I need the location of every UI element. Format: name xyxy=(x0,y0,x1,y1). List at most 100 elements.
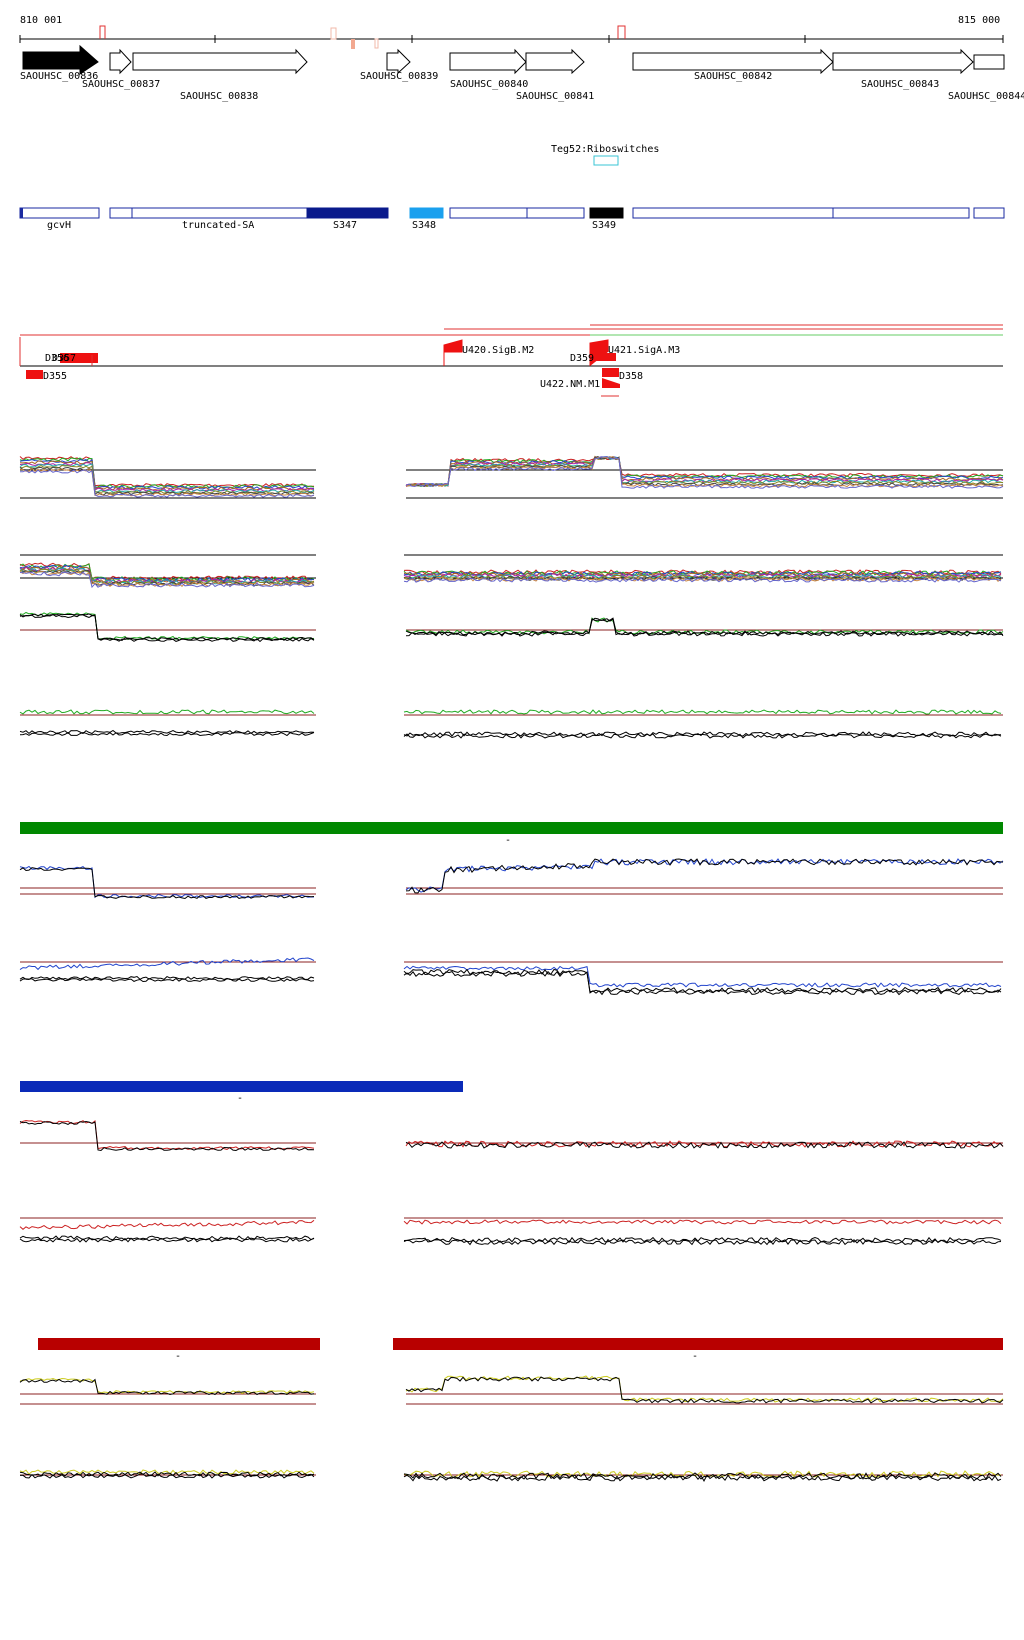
segment-label: S349 xyxy=(592,220,616,231)
expression-trace xyxy=(403,709,1002,715)
expression-trace xyxy=(19,613,315,642)
expression-trace xyxy=(19,729,315,735)
expression-trace xyxy=(403,970,1002,996)
feature-label: D356 xyxy=(45,353,69,364)
expression-trace xyxy=(19,865,315,899)
gene-label: SAOUHSC_00841 xyxy=(516,91,594,102)
expression-trace xyxy=(405,617,1004,635)
segment-label: S348 xyxy=(412,220,436,231)
expression-trace xyxy=(403,569,1002,575)
expression-trace xyxy=(19,469,315,498)
expression-trace xyxy=(19,571,315,589)
segment-label: S347 xyxy=(333,220,357,231)
condition-bar-marker: - xyxy=(505,835,511,846)
expression-trace xyxy=(19,957,315,971)
gene-arrow[interactable] xyxy=(132,48,308,75)
expression-trace xyxy=(405,1141,1004,1149)
expression-panels xyxy=(19,455,1004,1482)
expression-trace xyxy=(19,1377,315,1395)
expression-trace xyxy=(403,575,1002,581)
feature-block[interactable] xyxy=(26,370,43,379)
expression-trace xyxy=(403,1474,1002,1482)
expression-trace xyxy=(405,858,1004,893)
feature-track: D356 D357 D355 U420.SigB.M2 D359 U421.Si… xyxy=(19,324,1003,397)
feature-block[interactable] xyxy=(594,353,616,361)
gene-label: SAOUHSC_00844 xyxy=(948,91,1024,102)
expression-trace xyxy=(405,617,1004,637)
gene-arrow[interactable] xyxy=(632,48,834,75)
expression-trace xyxy=(19,456,314,488)
expression-trace xyxy=(19,731,315,737)
gene-arrow[interactable] xyxy=(832,48,974,75)
expression-trace xyxy=(19,975,315,981)
expression-trace xyxy=(19,1237,315,1243)
expression-trace xyxy=(19,466,315,496)
expression-trace xyxy=(19,460,315,491)
expression-trace xyxy=(405,456,1004,488)
gene-label: SAOUHSC_00842 xyxy=(694,71,772,82)
gene-label: SAOUHSC_00839 xyxy=(360,71,438,82)
gene-arrow[interactable] xyxy=(22,44,99,75)
expression-trace xyxy=(19,614,315,643)
expression-trace xyxy=(19,1473,315,1479)
gene-label: SAOUHSC_00840 xyxy=(450,79,528,90)
expression-trace xyxy=(403,968,1002,994)
feature-block[interactable] xyxy=(602,368,619,377)
expression-trace xyxy=(405,456,1004,487)
expression-trace xyxy=(19,458,315,490)
expression-trace xyxy=(19,1378,315,1396)
expression-trace xyxy=(403,577,1002,583)
feature-label: U422.NM.M1 xyxy=(540,379,600,390)
riboswitch-box[interactable] xyxy=(593,155,619,166)
expression-trace xyxy=(19,567,315,585)
expression-trace xyxy=(403,1219,1002,1225)
condition-bar-marker: - xyxy=(175,1351,181,1362)
expression-trace xyxy=(405,456,1004,488)
condition-bar-red xyxy=(38,1338,320,1350)
feature-label: D358 xyxy=(619,371,643,382)
expression-trace xyxy=(403,733,1002,739)
segment-label: gcvH xyxy=(47,220,71,231)
gene-arrow[interactable] xyxy=(386,48,411,75)
gene-label: SAOUHSC_00836 xyxy=(20,71,98,82)
feature-block[interactable] xyxy=(60,353,98,363)
riboswitch-label: Teg52:Riboswitches xyxy=(551,144,659,155)
expression-trace xyxy=(19,1119,315,1151)
expression-trace xyxy=(19,977,315,983)
gene-arrow[interactable] xyxy=(109,48,132,75)
riboswitch-track: Teg52:Riboswitches xyxy=(551,144,659,166)
expression-trace xyxy=(19,564,315,583)
feature-label: U421.SigA.M3 xyxy=(608,345,680,356)
condition-bars: - - - - xyxy=(20,822,1003,1362)
expression-trace xyxy=(19,867,315,900)
expression-trace xyxy=(403,965,1002,988)
condition-bar-blue xyxy=(20,1081,463,1092)
condition-bar-marker: - xyxy=(692,1351,698,1362)
gene-arrow[interactable] xyxy=(449,48,527,75)
expression-trace xyxy=(19,1469,315,1475)
expression-trace xyxy=(19,1471,315,1477)
expression-trace xyxy=(406,455,1004,487)
expression-trace xyxy=(405,456,1004,489)
gene-label: SAOUHSC_00837 xyxy=(82,79,160,90)
gene-box[interactable] xyxy=(973,54,1005,70)
condition-bar-red xyxy=(393,1338,1003,1350)
gene-label: SAOUHSC_00843 xyxy=(861,79,939,90)
feature-label: D359 xyxy=(570,353,594,364)
expression-trace xyxy=(19,709,315,715)
feature-label: U420.SigB.M2 xyxy=(462,345,534,356)
gene-arrow[interactable] xyxy=(525,48,585,75)
coordinate-ruler: 810 001 815 000 xyxy=(19,15,1004,49)
expression-trace xyxy=(19,467,315,497)
condition-bar-marker: - xyxy=(237,1093,243,1104)
expression-trace xyxy=(19,569,315,587)
expression-trace xyxy=(405,858,1004,894)
ruler-start-label: 810 001 xyxy=(20,15,62,26)
segment-track: gcvH truncated-SA S347 S348 S349 xyxy=(19,207,1005,231)
expression-trace xyxy=(19,1219,315,1230)
expression-trace xyxy=(403,1238,1002,1246)
feature-label: D355 xyxy=(43,371,67,382)
condition-bar-green xyxy=(20,822,1003,834)
expression-trace xyxy=(403,1470,1002,1478)
